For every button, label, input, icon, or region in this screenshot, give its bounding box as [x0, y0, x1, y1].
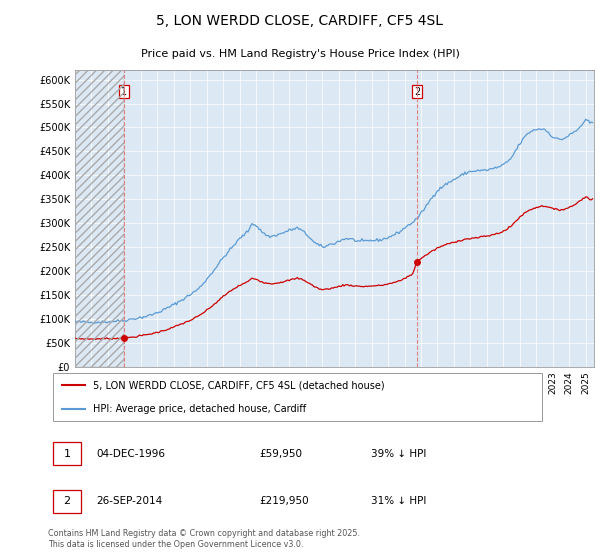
FancyBboxPatch shape — [53, 490, 81, 512]
FancyBboxPatch shape — [53, 442, 81, 465]
Text: 1: 1 — [64, 449, 70, 459]
Text: 31% ↓ HPI: 31% ↓ HPI — [371, 496, 426, 506]
Text: Contains HM Land Registry data © Crown copyright and database right 2025.
This d: Contains HM Land Registry data © Crown c… — [48, 529, 360, 549]
Text: 2: 2 — [64, 496, 70, 506]
Text: 26-SEP-2014: 26-SEP-2014 — [96, 496, 162, 506]
Text: 5, LON WERDD CLOSE, CARDIFF, CF5 4SL (detached house): 5, LON WERDD CLOSE, CARDIFF, CF5 4SL (de… — [94, 380, 385, 390]
Text: £59,950: £59,950 — [260, 449, 302, 459]
Text: 5, LON WERDD CLOSE, CARDIFF, CF5 4SL: 5, LON WERDD CLOSE, CARDIFF, CF5 4SL — [157, 14, 443, 28]
Text: 04-DEC-1996: 04-DEC-1996 — [96, 449, 165, 459]
Text: 39% ↓ HPI: 39% ↓ HPI — [371, 449, 426, 459]
Text: HPI: Average price, detached house, Cardiff: HPI: Average price, detached house, Card… — [94, 404, 307, 414]
Text: 2: 2 — [414, 87, 420, 96]
Text: Price paid vs. HM Land Registry's House Price Index (HPI): Price paid vs. HM Land Registry's House … — [140, 49, 460, 59]
Text: 1: 1 — [121, 87, 127, 96]
FancyBboxPatch shape — [53, 374, 542, 421]
Text: £219,950: £219,950 — [260, 496, 310, 506]
